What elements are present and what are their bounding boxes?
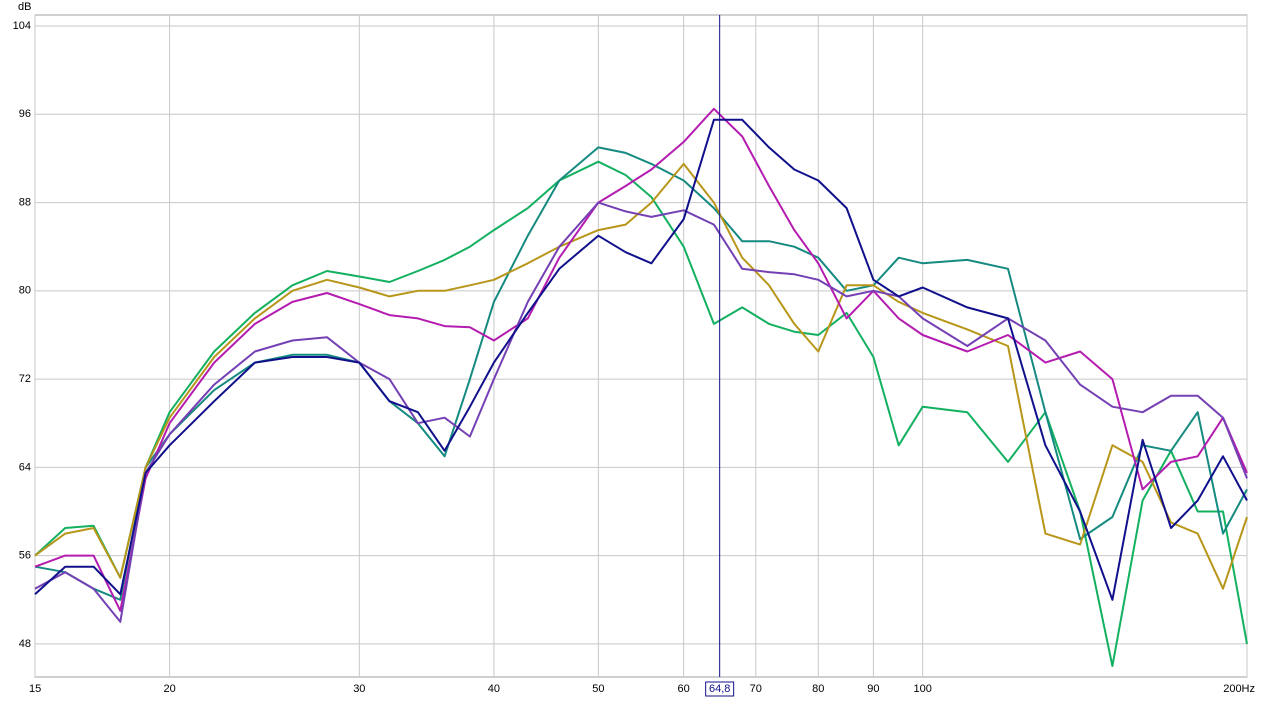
x-tick-label: 200Hz — [1223, 683, 1255, 695]
x-tick-label: 30 — [353, 683, 365, 695]
series-line — [34, 160, 1248, 667]
x-tick-label: 50 — [592, 683, 604, 695]
x-tick-label: 100 — [913, 683, 931, 695]
y-tick-label: 48 — [19, 638, 31, 650]
y-tick-label: 80 — [19, 285, 31, 297]
x-tick-label: 15 — [29, 683, 41, 695]
series-line — [34, 118, 1248, 601]
y-tick-label: 64 — [19, 461, 31, 473]
x-tick-label: 70 — [750, 683, 762, 695]
x-tick-label: 60 — [678, 683, 690, 695]
y-axis-label: dB — [18, 1, 31, 13]
y-tick-label: 88 — [19, 196, 31, 208]
y-tick-label: 104 — [13, 20, 31, 32]
y-tick-label: 56 — [19, 550, 31, 562]
series-line — [34, 201, 1248, 623]
series-line — [34, 162, 1248, 590]
x-tick-label: 40 — [488, 683, 500, 695]
x-tick-label: 80 — [812, 683, 824, 695]
cursor-label-box — [705, 681, 735, 697]
cursor-label: 64,8 — [709, 683, 730, 695]
plot-area — [34, 14, 1248, 678]
y-tick-label: 96 — [19, 108, 31, 120]
series-line — [34, 107, 1248, 612]
series-line — [34, 146, 1248, 601]
y-tick-label: 72 — [19, 373, 31, 385]
x-tick-label: 20 — [163, 683, 175, 695]
x-tick-label: 90 — [867, 683, 879, 695]
